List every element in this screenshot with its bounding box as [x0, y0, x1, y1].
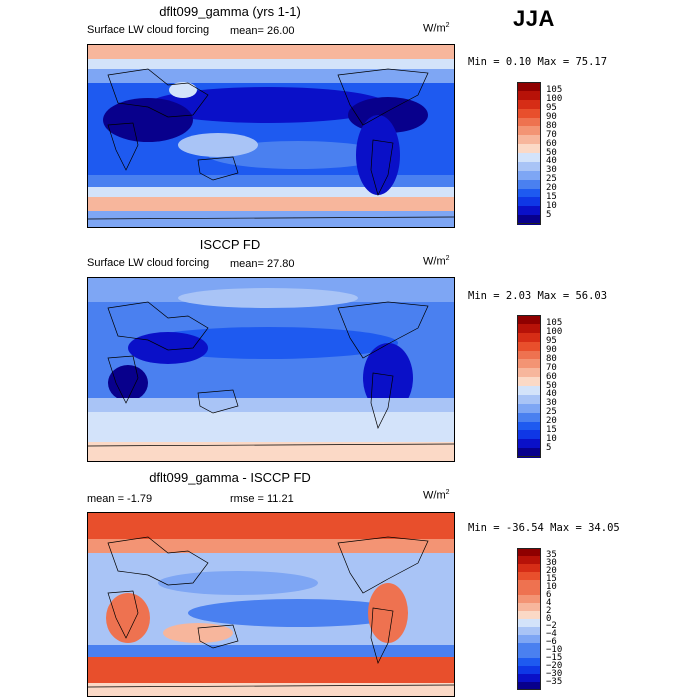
panel1-title: dflt099_gamma (yrs 1-1)	[159, 4, 301, 19]
colorbar-label: 30	[546, 558, 557, 569]
panel3-units: W/m2	[423, 489, 450, 502]
colorbar-label: 35	[546, 550, 557, 561]
colorbar-label: 105	[546, 318, 563, 329]
colorbar-label: 10	[546, 200, 557, 211]
colorbar-label: 60	[546, 138, 557, 149]
colorbar-label: −6	[546, 637, 557, 648]
colorbar-label: 70	[546, 362, 557, 373]
colorbar-label: −10	[546, 645, 563, 656]
colorbar-frame	[517, 548, 541, 690]
colorbar-label: −20	[546, 660, 563, 671]
panel3-title: dflt099_gamma - ISCCP FD	[149, 470, 311, 485]
colorbar-label: 25	[546, 174, 557, 185]
panel1-mean: mean= 26.00	[230, 25, 295, 37]
colorbar-label: −35	[546, 676, 563, 687]
panel2-map	[87, 277, 455, 462]
colorbar-label: 0	[546, 613, 552, 624]
panel2-minmax: Min = 2.03 Max = 56.03	[468, 290, 608, 302]
panel1-units: W/m2	[423, 22, 450, 35]
colorbar-label: −15	[546, 652, 563, 663]
colorbar-label: 95	[546, 336, 557, 347]
colorbar-label: 20	[546, 183, 557, 193]
colorbar-label: 10	[546, 581, 557, 592]
colorbar-label: 50	[546, 147, 557, 158]
colorbar-label: 95	[546, 103, 557, 114]
colorbar-label: 60	[546, 371, 557, 382]
colorbar-label: 20	[546, 416, 557, 426]
colorbar-label: −4	[546, 629, 557, 640]
colorbar-label: 90	[546, 345, 557, 355]
colorbar-label: 15	[546, 574, 557, 585]
panel3-mean: mean = -1.79	[87, 493, 153, 505]
colorbar-label: 70	[546, 129, 557, 140]
colorbar-label: 40	[546, 389, 557, 400]
panel2-title: ISCCP FD	[199, 237, 261, 252]
colorbar-frame	[517, 315, 541, 457]
panel3-rmse: rmse = 11.21	[230, 493, 294, 505]
colorbar-label: 15	[546, 191, 557, 202]
colorbar-label: 80	[546, 353, 557, 364]
colorbar-label: 40	[546, 156, 557, 167]
colorbar-label: 15	[546, 424, 557, 435]
colorbar-label: 105	[546, 85, 563, 96]
colorbar-label: 25	[546, 407, 557, 418]
colorbar-label: 80	[546, 120, 557, 131]
colorbar-label: 30	[546, 165, 557, 176]
colorbar-label: −30	[546, 668, 563, 679]
panel3-map	[87, 512, 455, 697]
colorbar-label: 5	[546, 209, 552, 220]
panel3-minmax: Min = -36.54 Max = 34.05	[468, 522, 620, 534]
colorbar-label: 6	[546, 589, 552, 600]
colorbar-label: 5	[546, 442, 552, 453]
panel2-units: W/m2	[423, 255, 450, 268]
panel1-minmax: Min = 0.10 Max = 75.17	[468, 56, 608, 68]
panel2-mean: mean= 27.80	[230, 258, 295, 270]
colorbar-label: 100	[546, 327, 563, 338]
colorbar-label: 50	[546, 380, 557, 391]
season-label: JJA	[513, 6, 555, 31]
colorbar-label: 4	[546, 597, 552, 608]
panel1-subtitle: Surface LW cloud forcing	[87, 24, 210, 36]
colorbar-label: −2	[546, 621, 557, 632]
colorbar-label: 30	[546, 398, 557, 409]
colorbar-label: 20	[546, 566, 557, 577]
colorbar-label: 2	[546, 605, 552, 616]
colorbar-frame	[517, 82, 541, 224]
panel1-map	[87, 44, 455, 228]
panel2-subtitle: Surface LW cloud forcing	[87, 257, 210, 269]
colorbar-label: 100	[546, 94, 563, 105]
colorbar-label: 10	[546, 433, 557, 444]
colorbar-label: 90	[546, 112, 557, 122]
